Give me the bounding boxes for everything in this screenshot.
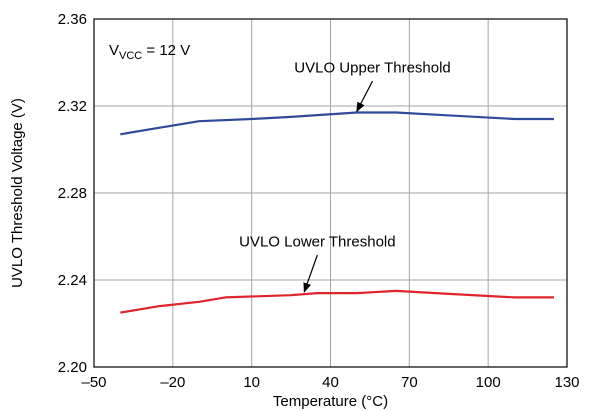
annotation-label: UVLO Upper Threshold: [294, 59, 450, 76]
annotation-arrow: [356, 80, 374, 113]
condition-label: VVCC = 12 V: [109, 42, 190, 62]
y-tick-labels: 2.20 2.24 2.28 2.32 2.36: [58, 11, 87, 376]
x-tick-label: –20: [160, 374, 185, 391]
x-tick-labels: –50 –20 10 40 70 100 130: [81, 374, 579, 391]
grid-lines: [94, 19, 567, 367]
x-tick-label: 10: [243, 374, 260, 391]
condition-prefix: V: [109, 42, 119, 59]
x-tick-label: 130: [554, 374, 579, 391]
x-tick-label: 100: [476, 374, 501, 391]
annotation-arrow: [303, 254, 318, 293]
y-tick-label: 2.20: [58, 359, 87, 376]
x-tick-label: –50: [81, 374, 106, 391]
annotation-label: UVLO Lower Threshold: [239, 233, 395, 250]
series-line-upper: [120, 111, 554, 136]
annotations: UVLO Upper Threshold UVLO Lower Threshold: [239, 59, 451, 293]
series-line-lower: [120, 289, 554, 314]
y-axis-title: UVLO Threshold Voltage (V): [9, 98, 26, 288]
series-lines: [120, 111, 554, 314]
x-tick-label: 70: [401, 374, 418, 391]
y-tick-label: 2.32: [58, 98, 87, 115]
x-tick-label: 40: [322, 374, 339, 391]
y-tick-label: 2.36: [58, 11, 87, 28]
condition-suffix: = 12 V: [142, 42, 190, 59]
condition-subscript: VCC: [119, 50, 142, 62]
y-tick-label: 2.24: [58, 272, 87, 289]
y-tick-label: 2.28: [58, 185, 87, 202]
plot-frame: [93, 18, 568, 368]
x-axis-title: Temperature (°C): [273, 393, 388, 410]
